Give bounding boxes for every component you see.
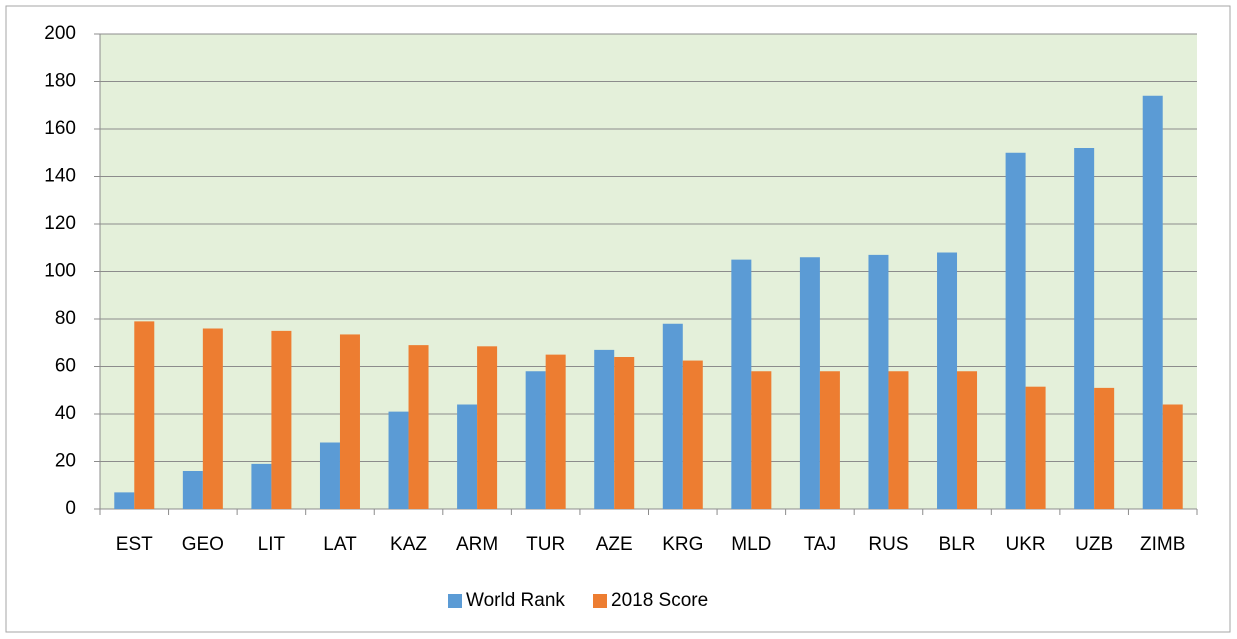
legend-swatch <box>593 594 607 608</box>
bar <box>614 357 635 509</box>
bar <box>1025 386 1046 509</box>
bar <box>682 360 703 509</box>
bar <box>1142 95 1163 509</box>
bar <box>251 463 272 509</box>
bar <box>271 330 292 509</box>
bar <box>545 354 566 509</box>
bar <box>957 371 978 509</box>
y-tick-label: 0 <box>65 498 76 519</box>
y-tick-label: 40 <box>55 403 76 424</box>
x-tick-label: BLR <box>939 534 976 555</box>
bar <box>114 492 135 509</box>
y-tick-label: 200 <box>44 23 76 44</box>
bar <box>408 345 429 509</box>
y-tick-label: 180 <box>44 71 76 92</box>
bar <box>182 471 203 509</box>
bar <box>1094 387 1115 509</box>
legend-label: World Rank <box>466 590 565 611</box>
x-tick-label: EST <box>116 534 153 555</box>
bar <box>1005 152 1026 509</box>
x-tick-label: TUR <box>526 534 565 555</box>
bar <box>751 371 772 509</box>
x-tick-label: AZE <box>596 534 633 555</box>
bar <box>731 259 752 509</box>
bar <box>134 321 155 509</box>
x-tick-label: LAT <box>323 534 357 555</box>
bar <box>937 252 958 509</box>
y-tick-label: 100 <box>44 261 76 282</box>
y-tick-label: 60 <box>55 356 76 377</box>
x-tick-label: UKR <box>1006 534 1046 555</box>
x-tick-label: GEO <box>182 534 224 555</box>
bar <box>457 404 478 509</box>
y-tick-label: 80 <box>55 308 76 329</box>
bar <box>1162 404 1183 509</box>
bar <box>662 323 683 509</box>
x-tick-label: TAJ <box>804 534 836 555</box>
x-tick-label: KAZ <box>390 534 427 555</box>
y-tick-label: 20 <box>55 451 76 472</box>
x-tick-label: ARM <box>456 534 498 555</box>
bar <box>888 371 909 509</box>
legend-label: 2018 Score <box>611 590 708 611</box>
bar <box>799 257 820 509</box>
x-tick-label: RUS <box>868 534 908 555</box>
bar <box>319 442 340 509</box>
x-tick-label: ZIMB <box>1140 534 1185 555</box>
legend-swatch <box>448 594 462 608</box>
bar <box>819 371 840 509</box>
bar <box>525 371 546 509</box>
x-tick-label: MLD <box>731 534 771 555</box>
bar <box>477 346 498 509</box>
bar <box>594 349 615 509</box>
bar <box>388 411 409 509</box>
y-tick-label: 140 <box>44 166 76 187</box>
x-tick-label: KRG <box>662 534 703 555</box>
y-tick-label: 120 <box>44 213 76 234</box>
x-tick-label: UZB <box>1075 534 1113 555</box>
bar <box>868 254 889 509</box>
y-tick-label: 160 <box>44 118 76 139</box>
bar <box>202 328 223 509</box>
bar <box>1074 148 1095 509</box>
bar <box>339 334 360 509</box>
x-tick-label: LIT <box>258 534 286 555</box>
